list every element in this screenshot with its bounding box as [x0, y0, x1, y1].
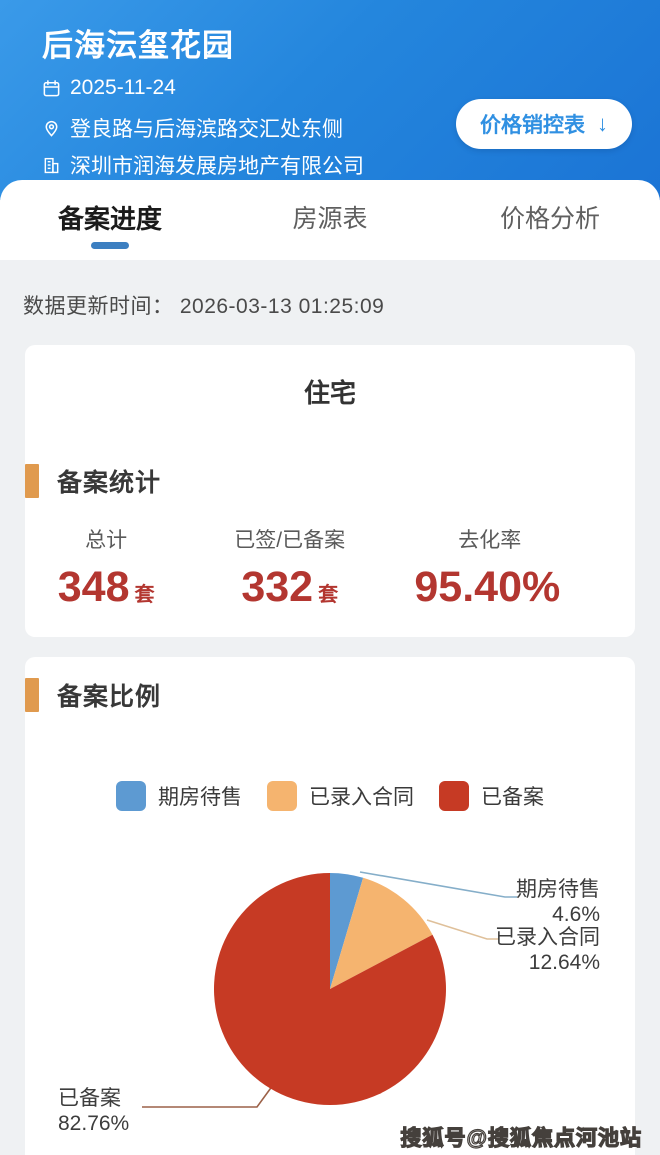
address-text: 登良路与后海滨路交汇处东侧 [70, 118, 343, 141]
download-arrow-icon: ↓ [597, 111, 608, 136]
legend-item-registered[interactable]: 已备案 [439, 781, 544, 811]
data-update-time-row: 数据更新时间： 2026-03-13 01:25:09 [23, 290, 384, 320]
legend-item-presale[interactable]: 期房待售 [116, 781, 242, 811]
tab-price-analysis[interactable]: 价格分析 [440, 180, 660, 260]
section-title-stats: 备案统计 [57, 469, 162, 497]
property-title: 后海沄玺花园 [42, 28, 234, 63]
callout-registered: 已备案 82.76% [58, 1086, 129, 1136]
watermark-souhu: 搜狐号@搜狐焦点河池站 [400, 1126, 642, 1150]
legend-swatch-blue [116, 781, 146, 811]
card-title-residential: 住宅 [303, 378, 356, 408]
location-pin-icon [45, 120, 58, 137]
callout-value: 82.76% [58, 1112, 130, 1135]
section-marker-bar [25, 464, 39, 498]
stat-label: 去化率 [458, 529, 522, 552]
stats-row: 总计 348 套 已签/已备案 332 套 去化率 95.40% [25, 529, 635, 617]
stat-value: 95.40% [414, 563, 561, 611]
callout-line-contract [426, 919, 499, 940]
tab-label: 房源表 [292, 205, 368, 233]
tab-label: 备案进度 [57, 204, 162, 234]
update-time-label: 数据更新时间： [23, 295, 174, 318]
stat-value-row: 95.40% [392, 565, 587, 617]
section-marker-bar [25, 678, 39, 712]
listing-date: 2025-11-24 [70, 76, 176, 99]
stat-absorption-rate: 去化率 95.40% [392, 529, 587, 617]
price-control-table-label: 价格销控表 [480, 114, 585, 137]
address-row: 登良路与后海滨路交汇处东侧 [42, 113, 343, 143]
callout-label: 已录入合同 [495, 926, 600, 949]
price-control-table-button[interactable]: 价格销控表 ↓ [456, 99, 632, 149]
tab-registration-progress[interactable]: 备案进度 [0, 180, 220, 260]
pie-slice [213, 873, 446, 1105]
update-time-value: 2026-03-13 01:25:09 [179, 295, 385, 318]
section-header-stats: 备案统计 [25, 463, 161, 499]
pie-chart [142, 871, 517, 1108]
stat-value-row: 332 套 [187, 565, 392, 617]
pie-chart-area: 期房待售 4.6% 已录入合同 12.64% 已备案 82.76% [25, 820, 635, 1155]
content-sheet: 备案进度 房源表 价格分析 [0, 180, 660, 260]
callout-label: 期房待售 [516, 878, 600, 901]
legend-label: 已备案 [481, 786, 544, 809]
callout-value: 4.6% [552, 903, 600, 926]
callout-presale: 期房待售 4.6% [516, 877, 600, 927]
legend-label: 已录入合同 [309, 786, 414, 809]
callout-label: 已备案 [58, 1087, 121, 1110]
tab-label: 价格分析 [499, 205, 600, 233]
stat-unit: 套 [318, 584, 339, 606]
stat-value-row: 348 套 [25, 565, 187, 617]
stat-unit: 套 [134, 584, 155, 606]
developer-name: 深圳市润海发展房地产有限公司 [70, 155, 364, 178]
registration-stats-card: 住宅 备案统计 总计 348 套 已签/已备案 332 套 去化率 95.40% [25, 345, 635, 637]
stat-total: 总计 348 套 [25, 529, 187, 617]
tab-housing-list[interactable]: 房源表 [220, 180, 440, 260]
listing-date-row: 2025-11-24 [42, 76, 176, 100]
developer-row: 深圳市润海发展房地产有限公司 [42, 150, 364, 180]
legend-label: 期房待售 [158, 786, 242, 809]
tab-bar: 备案进度 房源表 价格分析 [0, 180, 660, 260]
stat-value: 332 [241, 563, 314, 611]
callout-line-presale [359, 871, 517, 898]
building-icon [44, 157, 59, 173]
callout-line-registered [142, 1084, 274, 1108]
app-header: 后海沄玺花园 2025-11-24 登良路与后海滨路交汇处东侧 [0, 0, 660, 200]
section-title-ratio: 备案比例 [57, 683, 162, 711]
pie-slice [330, 877, 433, 989]
callout-value: 12.64% [528, 951, 600, 974]
active-tab-underline [91, 242, 129, 249]
callout-contract-entered: 已录入合同 12.64% [495, 925, 600, 975]
stat-signed-registered: 已签/已备案 332 套 [187, 529, 392, 617]
pie-slice [330, 873, 364, 989]
legend-swatch-orange [267, 781, 297, 811]
stat-value: 348 [57, 563, 130, 611]
legend-item-contract-entered[interactable]: 已录入合同 [267, 781, 414, 811]
registration-ratio-card: 备案比例 期房待售 已录入合同 已备案 期房待售 4.6% 已录入合同 12.6… [25, 657, 635, 1155]
stat-label: 已签/已备案 [234, 529, 346, 552]
calendar-icon [43, 79, 60, 96]
legend-swatch-red [439, 781, 469, 811]
chart-legend: 期房待售 已录入合同 已备案 [25, 781, 635, 811]
stat-label: 总计 [85, 529, 128, 552]
section-header-ratio: 备案比例 [25, 677, 161, 713]
